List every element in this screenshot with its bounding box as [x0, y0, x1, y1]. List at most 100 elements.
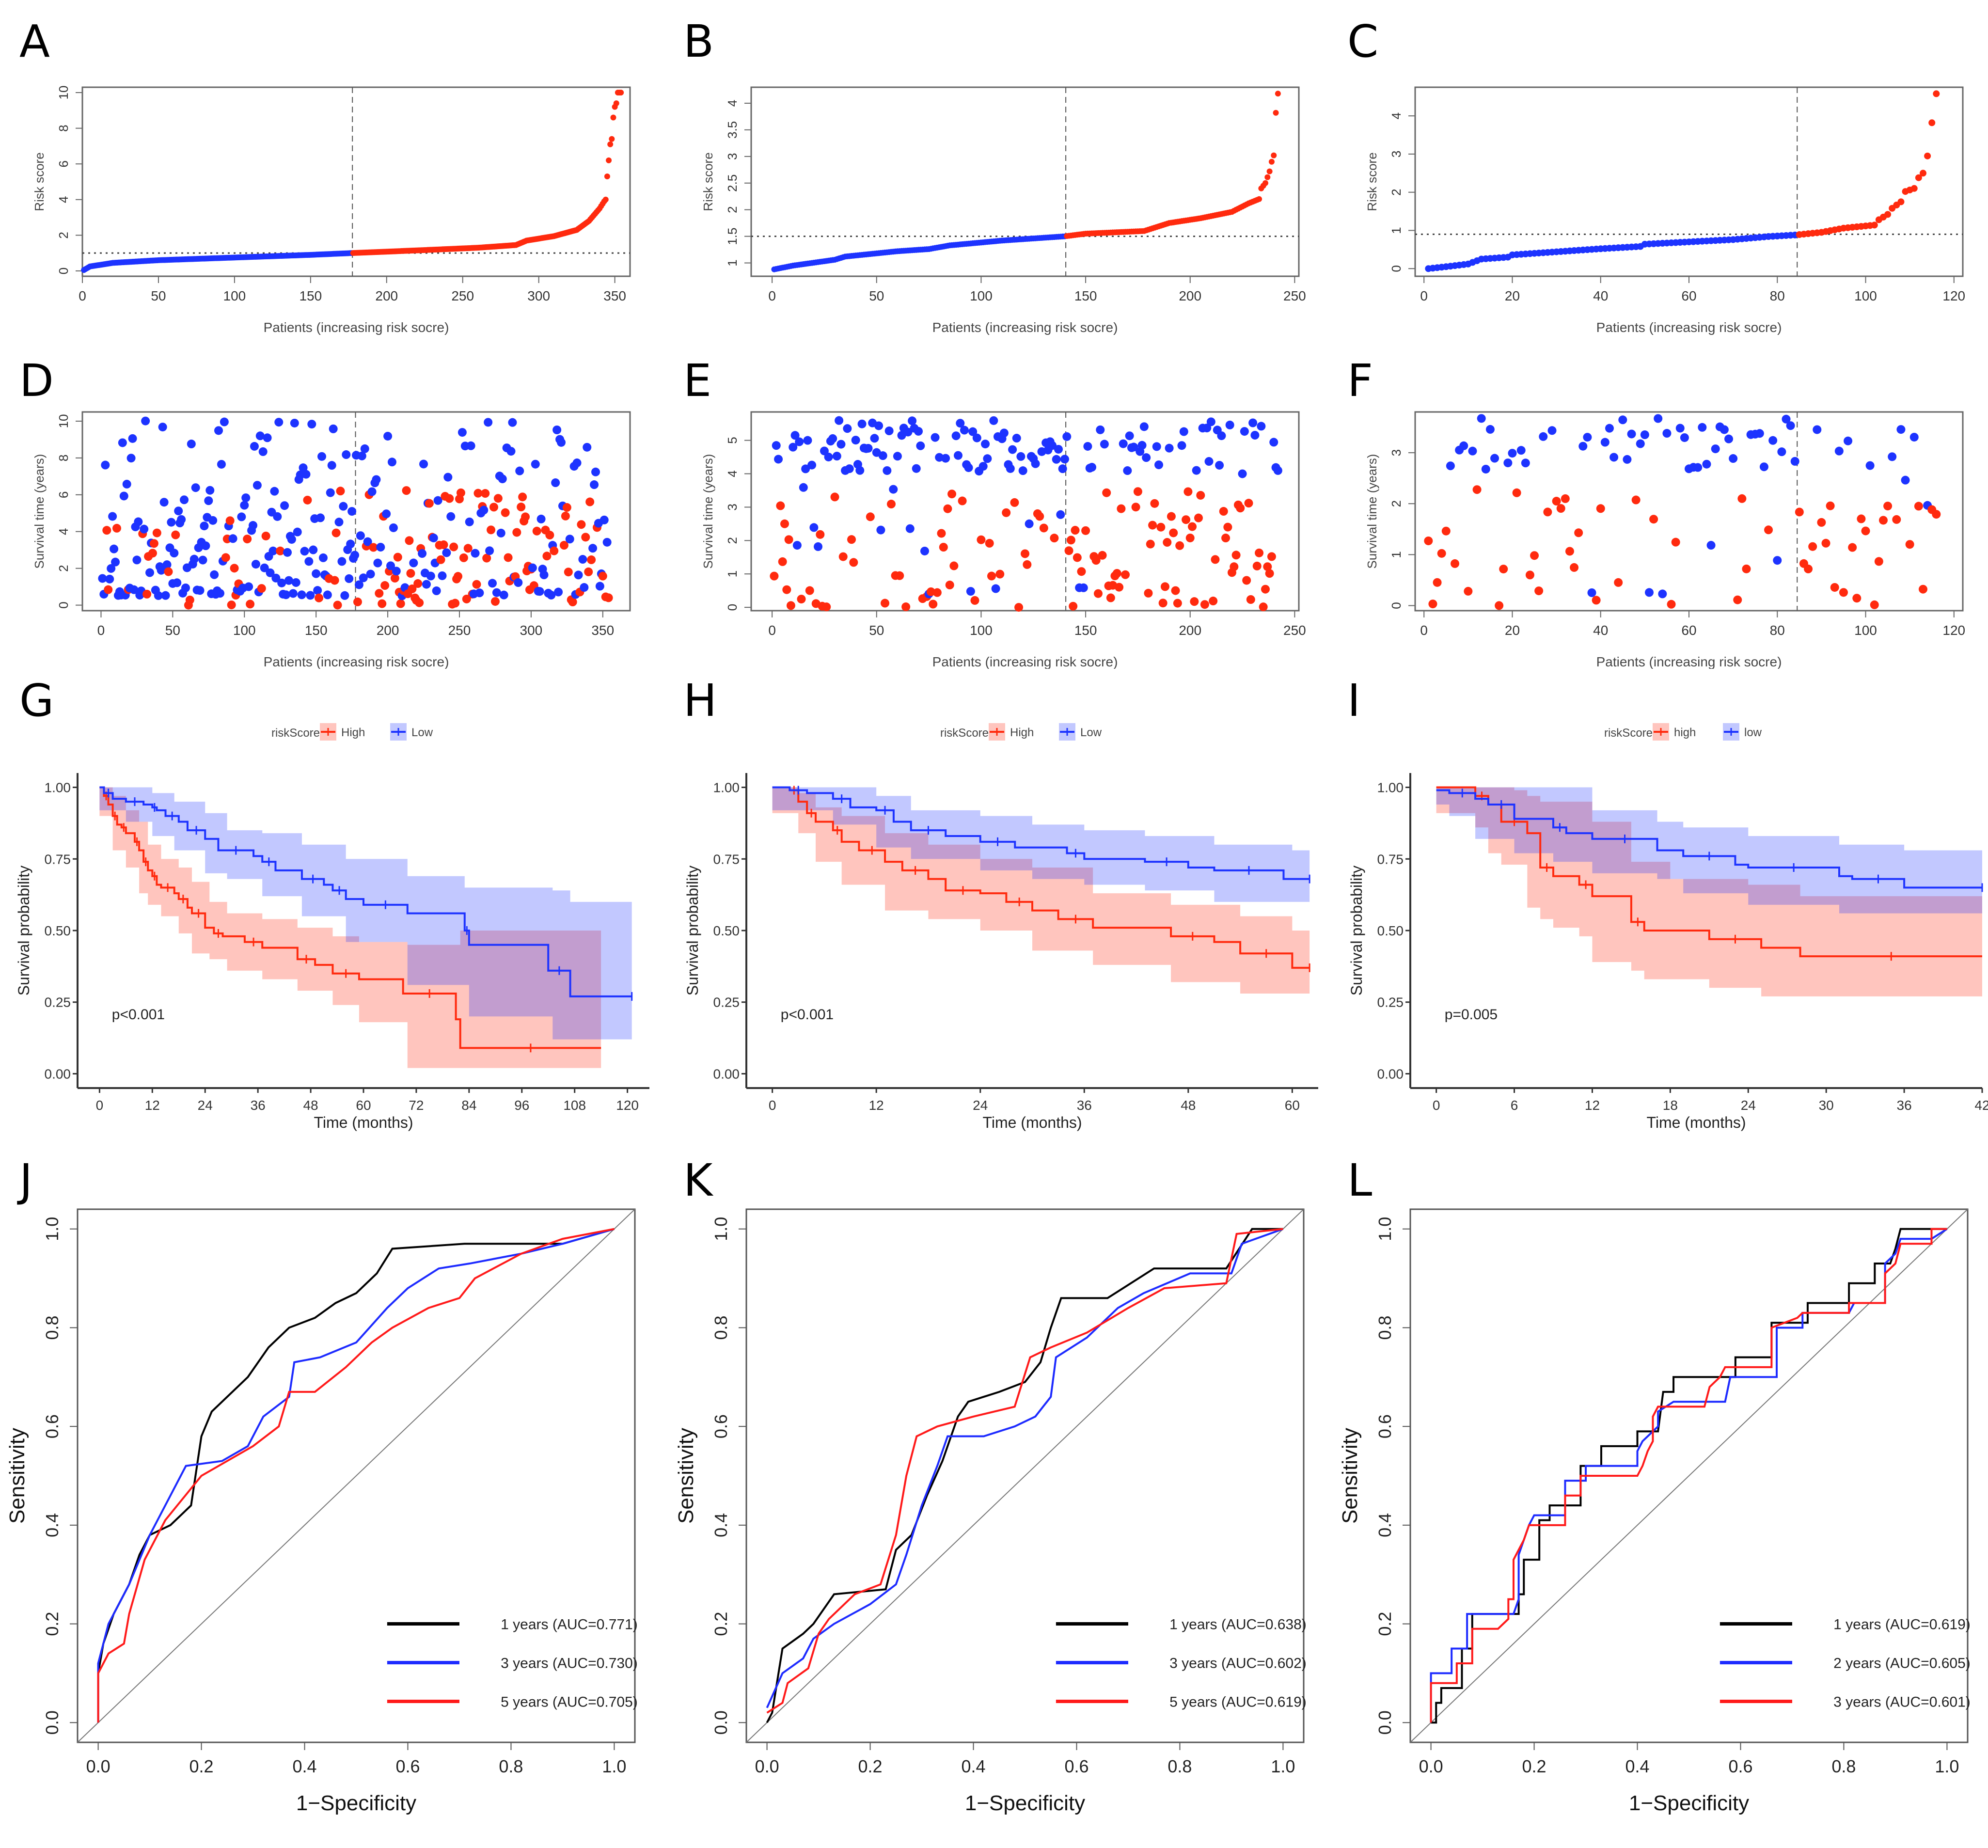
alive-point [1644, 588, 1654, 597]
dead-point [1574, 528, 1583, 537]
dead-point [778, 557, 787, 566]
x-tick-label: 0 [769, 1098, 776, 1113]
dead-point [1039, 523, 1048, 533]
alive-point [989, 416, 998, 425]
dead-point [445, 494, 454, 503]
x-tick-label: 40 [1593, 623, 1608, 638]
y-axis-title: Sensitivity [5, 1428, 29, 1524]
alive-point [446, 512, 456, 521]
x-tick-label: 80 [1770, 623, 1785, 638]
x-tick-label: 0.2 [858, 1756, 883, 1776]
alive-point [363, 537, 372, 546]
alive-point [1446, 461, 1455, 471]
alive-point [499, 590, 508, 600]
alive-point [145, 568, 155, 577]
dead-point [949, 561, 959, 570]
x-tick-label: 60 [1285, 1098, 1300, 1113]
alive-point [551, 478, 560, 488]
dead-point [1169, 528, 1178, 537]
panel-letter: I [1347, 675, 1361, 727]
legend-title: riskScore [1604, 727, 1653, 740]
panel-c: C 0 20 40 60 80 100 120 0 1 2 3 4 Patients (increasin… [1333, 0, 1988, 339]
x-tick-label: 200 [1179, 623, 1201, 638]
legend-label: High [341, 726, 365, 739]
dead-point [1244, 499, 1253, 508]
dead-point [1183, 487, 1193, 496]
x-tick-label: 0 [1420, 623, 1428, 638]
alive-point [297, 590, 306, 600]
alive-point [1248, 418, 1258, 427]
survival-points [98, 416, 613, 610]
alive-point [191, 483, 200, 492]
alive-point [98, 574, 107, 583]
dead-point [456, 488, 465, 497]
y-tick-label: 0.6 [1375, 1414, 1395, 1438]
alive-point [972, 433, 981, 442]
alive-point [429, 533, 438, 542]
roc-curve-2 [97, 1228, 615, 1723]
alive-point [154, 591, 163, 600]
x-tick-label: 1.0 [1271, 1756, 1295, 1776]
alive-point [134, 517, 143, 526]
dead-point [405, 536, 414, 545]
alive-point [1768, 436, 1778, 445]
alive-point [354, 580, 363, 589]
x-tick-label: 80 [1770, 288, 1785, 303]
dead-point [408, 584, 417, 594]
y-tick-label: 10 [56, 414, 71, 428]
dead-point [1035, 512, 1044, 521]
dead-point [1742, 564, 1751, 573]
alive-point [1706, 541, 1716, 550]
y-tick-label: 0.0 [42, 1710, 62, 1735]
dead-point [1160, 582, 1169, 591]
dead-point [849, 558, 858, 567]
alive-point [1693, 463, 1703, 472]
dead-point [598, 571, 607, 581]
dead-point [970, 596, 979, 605]
dead-point [886, 500, 896, 509]
dead-point [1464, 586, 1473, 596]
dead-point [532, 526, 541, 536]
risk-point [613, 100, 619, 107]
alive-point [1062, 432, 1072, 441]
x-tick-label: 100 [1854, 288, 1877, 303]
dead-point [1171, 586, 1180, 595]
dead-point [1821, 538, 1830, 548]
alive-point [1888, 452, 1897, 461]
alive-point [208, 516, 218, 525]
alive-point [968, 427, 978, 436]
y-tick-label: 0.00 [713, 1066, 740, 1081]
alive-point [1720, 425, 1729, 434]
roc-curve-2 [766, 1228, 1284, 1708]
alive-point [215, 589, 224, 598]
alive-point [128, 434, 137, 443]
x-tick-label: 150 [305, 623, 328, 638]
risk-point [1915, 174, 1922, 181]
y-axis-title: Risk score [1365, 152, 1379, 211]
p-value: p<0.001 [112, 1007, 165, 1023]
p-value: p<0.001 [781, 1007, 834, 1023]
legend-label: 1 years (AUC=0.619) [1833, 1617, 1971, 1633]
dead-point [1870, 600, 1879, 609]
dead-point [1196, 490, 1205, 500]
y-tick-label: 1 [1389, 227, 1404, 234]
alive-point [531, 459, 540, 469]
x-tick-label: 1.0 [602, 1756, 626, 1776]
panel-j: J 0.0 0.2 0.4 0.6 0.8 1.0 0.0 0.2 0.4 0.6 0.8 1.0 1−S… [0, 1144, 669, 1848]
dead-point [1817, 518, 1826, 527]
alive-point [382, 509, 391, 519]
roc-curve-1 [766, 1228, 1283, 1723]
dead-point [929, 600, 938, 609]
x-tick-label: 60 [1681, 288, 1696, 303]
dead-point [1131, 503, 1140, 512]
alive-point [132, 555, 142, 565]
alive-point [878, 451, 887, 460]
alive-point [1459, 441, 1468, 450]
dead-point [1857, 514, 1866, 523]
y-tick-label: 1.00 [713, 780, 740, 795]
x-tick-label: 20 [1505, 623, 1520, 638]
x-tick-label: 60 [356, 1098, 371, 1113]
dead-point [380, 581, 390, 590]
alive-point [108, 512, 117, 521]
dead-point [1874, 557, 1883, 566]
